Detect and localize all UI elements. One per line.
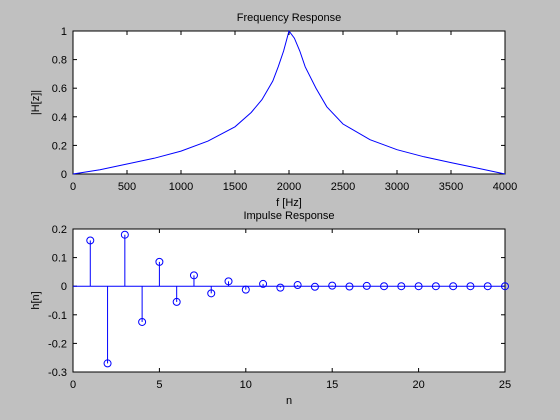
stem-marker (293, 281, 302, 290)
chart-title: Frequency Response (237, 12, 342, 24)
stem-marker (120, 230, 129, 239)
stem-marker (466, 282, 475, 291)
stem-marker (189, 271, 198, 280)
stem-marker (207, 289, 216, 298)
stem-marker (449, 282, 458, 291)
stem-marker (241, 285, 250, 294)
stem-marker (86, 236, 95, 245)
x-tick-label: 4000 (493, 181, 517, 193)
stem-marker (172, 297, 181, 306)
y-tick-label: 0.2 (52, 224, 67, 236)
stem-marker (328, 281, 337, 290)
frequency-response-plot: 0 500 1000 1500 2000 2500 3000 3500 4000 0 0.2 0.4 0… (30, 12, 517, 209)
stem-marker (397, 282, 406, 291)
stem-marker (155, 257, 164, 266)
stem-marker (310, 282, 319, 291)
stem-marker (414, 282, 423, 291)
stem-marker (345, 282, 354, 291)
y-tick-label: 0.6 (52, 83, 67, 95)
impulse-response-plot: 0 5 10 15 20 25 -0.3 -0.2 -0.1 0 0.1 0.2 Impulse Res… (30, 210, 511, 407)
y-tick-label: 1 (61, 26, 67, 38)
y-tick-label: -0.1 (48, 310, 67, 322)
stem-marker (483, 282, 492, 291)
stem-marker (103, 359, 112, 368)
x-tick-label: 3500 (439, 181, 463, 193)
stem-marker (224, 277, 233, 286)
x-tick-label: 10 (240, 379, 252, 391)
x-tick-label: 25 (499, 379, 511, 391)
y-tick-label: 0.4 (52, 112, 67, 124)
x-tick-label: 15 (326, 379, 338, 391)
x-tick-label: 1000 (169, 181, 193, 193)
stem-marker (259, 279, 268, 288)
stem-marker (276, 283, 285, 292)
y-tick-label: -0.3 (48, 367, 67, 379)
stem-marker (380, 282, 389, 291)
x-tick-label: 0 (70, 379, 76, 391)
x-tick-label: 3000 (385, 181, 409, 193)
y-tick-label: 0.8 (52, 55, 67, 67)
x-tick-label: 1500 (223, 181, 247, 193)
stem-marker (362, 281, 371, 290)
y-tick-label: -0.2 (48, 338, 67, 350)
x-tick-label: 20 (412, 379, 424, 391)
y-axis-label: h[n] (30, 291, 42, 309)
x-tick-label: 2000 (277, 181, 301, 193)
x-tick-label: 2500 (331, 181, 355, 193)
chart-title: Impulse Response (243, 210, 334, 222)
series-line (72, 29, 506, 175)
x-tick-label: 5 (156, 379, 162, 391)
stem-marker (431, 282, 440, 291)
y-axis-label: |H[z]| (30, 90, 42, 115)
y-tick-label: 0.2 (52, 140, 67, 152)
y-tick-label: 0.1 (52, 253, 67, 265)
x-tick-label: 500 (118, 181, 136, 193)
plot-area (72, 30, 506, 175)
x-tick-label: 0 (70, 181, 76, 193)
stem-marker (138, 317, 147, 326)
stem-marker (501, 282, 509, 291)
plot-area (72, 228, 506, 373)
x-axis-label: n (286, 395, 292, 407)
x-axis-label: f [Hz] (276, 197, 302, 209)
y-tick-label: 0 (61, 169, 67, 181)
y-tick-label: 0 (61, 281, 67, 293)
